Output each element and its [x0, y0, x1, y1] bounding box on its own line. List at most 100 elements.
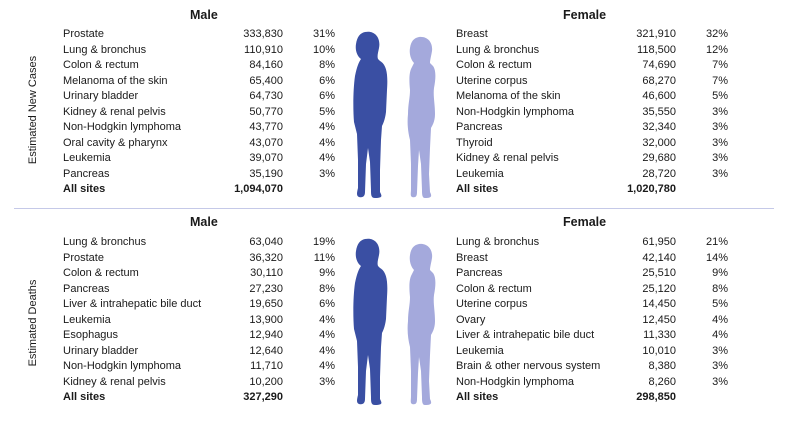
- cell-site: Ovary: [456, 313, 486, 326]
- total-count: 298,850: [636, 391, 676, 403]
- cell-pct: 31%: [312, 28, 335, 40]
- total-row: All sites 298,850: [456, 390, 728, 406]
- total-site: All sites: [456, 391, 499, 403]
- cell-count: 11,710: [250, 360, 283, 372]
- cell-pct: 8%: [319, 59, 335, 71]
- cell-count: 110,910: [244, 43, 283, 56]
- cell-site: Melanoma of the skin: [63, 74, 168, 87]
- cell-count: 10,010: [642, 344, 676, 357]
- section-divider: [14, 208, 774, 209]
- table-row: Urinary bladder 64,730 6%: [63, 89, 335, 105]
- cell-site: Colon & rectum: [456, 59, 532, 71]
- cell-pct: 3%: [319, 167, 335, 180]
- cell-site: Colon & rectum: [456, 282, 532, 295]
- cell-site: Brain & other nervous system: [456, 360, 601, 372]
- cell-site: Kidney & renal pelvis: [63, 105, 166, 118]
- table-row: Uterine corpus 14,450 5%: [456, 297, 728, 313]
- table-row: Liver & intrahepatic bile duct 19,650 6%: [63, 297, 335, 313]
- cell-count: 65,400: [249, 74, 283, 87]
- cell-site: Colon & rectum: [63, 267, 139, 279]
- total-site: All sites: [456, 183, 499, 195]
- cell-count: 32,340: [642, 121, 676, 133]
- new-cases-side-label: Estimated New Cases: [27, 55, 39, 165]
- table-row: Lung & bronchus 110,910 10%: [63, 43, 335, 59]
- cell-count: 333,830: [243, 28, 283, 40]
- table-row: Ovary 12,450 4%: [456, 313, 728, 329]
- cell-count: 321,910: [636, 28, 676, 40]
- cell-count: 19,650: [249, 298, 283, 310]
- deaths-male-table: Lung & bronchus 63,040 19% Prostate 36,320 11…: [63, 235, 335, 406]
- cell-site: Liver & intrahepatic bile duct: [63, 298, 202, 310]
- table-row: Non-Hodgkin lymphoma 8,260 3%: [456, 375, 728, 391]
- cell-pct: 3%: [712, 375, 728, 388]
- deaths-side-label: Estimated Deaths: [27, 279, 39, 367]
- cell-pct: 3%: [712, 105, 728, 118]
- cell-site: Non-Hodgkin lymphoma: [456, 375, 574, 388]
- cell-site: Urinary bladder: [63, 90, 139, 102]
- cell-pct: 10%: [312, 43, 335, 56]
- male-silhouette: [353, 31, 388, 198]
- total-row: All sites 1,094,070: [63, 182, 335, 198]
- cell-count: 35,550: [642, 105, 676, 118]
- cell-site: Lung & bronchus: [456, 236, 540, 248]
- cell-site: Prostate: [63, 251, 104, 264]
- cell-site: Uterine corpus: [456, 74, 528, 87]
- cell-pct: 6%: [319, 90, 335, 102]
- table-row: Pancreas 25,510 9%: [456, 266, 728, 282]
- table-row: Kidney & renal pelvis 50,770 5%: [63, 105, 335, 121]
- cell-site: Pancreas: [456, 121, 503, 133]
- cell-count: 68,270: [642, 74, 676, 87]
- cell-count: 61,950: [642, 236, 676, 248]
- table-row: Kidney & renal pelvis 29,680 3%: [456, 151, 728, 167]
- table-row: Breast 42,140 14%: [456, 251, 728, 267]
- cell-pct: 4%: [712, 329, 728, 341]
- cell-pct: 11%: [313, 251, 335, 264]
- cell-pct: 4%: [319, 152, 335, 164]
- cell-count: 12,940: [249, 329, 283, 341]
- cell-count: 11,330: [643, 329, 676, 341]
- table-row: Oral cavity & pharynx 43,070 4%: [63, 136, 335, 152]
- cell-count: 74,690: [642, 59, 676, 71]
- cell-pct: 32%: [705, 28, 728, 40]
- cell-site: Non-Hodgkin lymphoma: [456, 105, 574, 118]
- cell-pct: 4%: [319, 121, 335, 133]
- table-row: Non-Hodgkin lymphoma 11,710 4%: [63, 359, 335, 375]
- cell-pct: 4%: [319, 313, 335, 326]
- cell-pct: 21%: [705, 236, 728, 248]
- cell-pct: 4%: [319, 136, 335, 149]
- cell-site: Pancreas: [63, 282, 110, 295]
- table-row: Thyroid 32,000 3%: [456, 136, 728, 152]
- deaths-female-table: Lung & bronchus 61,950 21% Breast 42,140 14% P…: [456, 235, 728, 406]
- cell-count: 8,260: [648, 375, 676, 388]
- table-row: Breast 321,910 32%: [456, 27, 728, 43]
- cell-site: Breast: [456, 251, 488, 264]
- cell-pct: 5%: [712, 90, 728, 102]
- cell-count: 35,190: [249, 167, 283, 180]
- female-figure-icon: [407, 36, 436, 199]
- cell-pct: 3%: [712, 167, 728, 180]
- total-count: 1,094,070: [234, 183, 283, 195]
- cell-pct: 7%: [712, 59, 728, 71]
- new-cases-male-heading: Male: [190, 8, 218, 22]
- cell-site: Liver & intrahepatic bile duct: [456, 329, 595, 341]
- table-row: Lung & bronchus 63,040 19%: [63, 235, 335, 251]
- cell-site: Lung & bronchus: [63, 236, 147, 248]
- table-row: Non-Hodgkin lymphoma 35,550 3%: [456, 105, 728, 121]
- table-row: Non-Hodgkin lymphoma 43,770 4%: [63, 120, 335, 136]
- cell-count: 39,070: [249, 152, 283, 164]
- cell-site: Esophagus: [63, 329, 119, 341]
- cell-pct: 4%: [712, 313, 728, 326]
- table-row: Pancreas 27,230 8%: [63, 282, 335, 298]
- table-row: Brain & other nervous system 8,380 3%: [456, 359, 728, 375]
- cell-pct: 9%: [319, 267, 335, 279]
- cell-site: Leukemia: [456, 167, 504, 180]
- cell-count: 13,900: [249, 313, 283, 326]
- table-row: Kidney & renal pelvis 10,200 3%: [63, 375, 335, 391]
- table-row: Urinary bladder 12,640 4%: [63, 344, 335, 360]
- total-site: All sites: [63, 183, 106, 195]
- cell-pct: 5%: [712, 298, 728, 310]
- cell-pct: 4%: [319, 329, 335, 341]
- table-row: Uterine corpus 68,270 7%: [456, 74, 728, 90]
- cell-pct: 4%: [319, 360, 335, 372]
- cell-site: Breast: [456, 28, 488, 40]
